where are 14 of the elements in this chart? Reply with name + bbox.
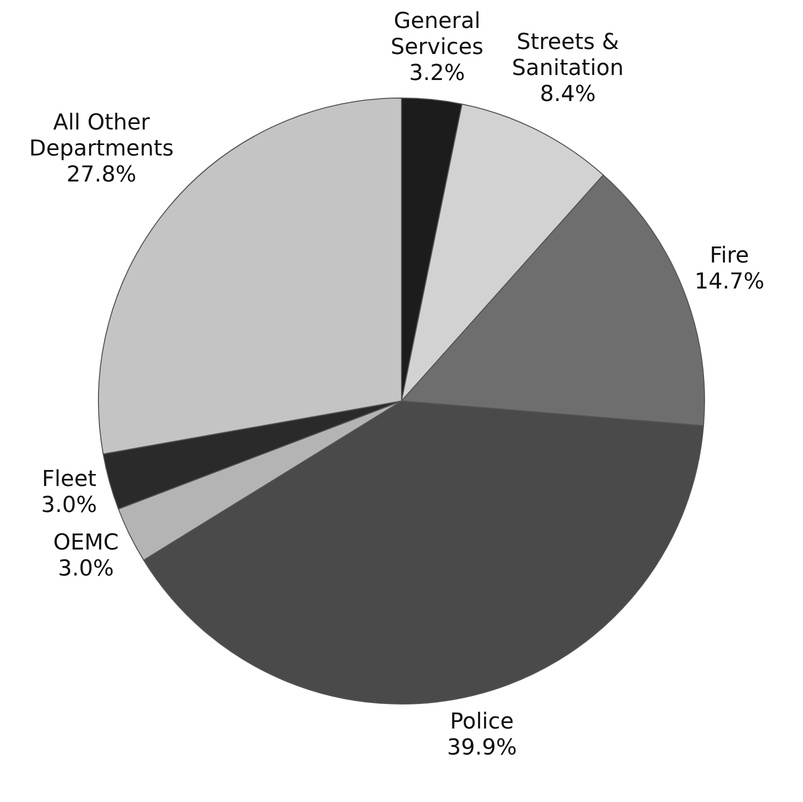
data-label: 3.2%	[409, 61, 466, 86]
slice-label: Streets & Sanitation	[512, 30, 624, 82]
slice-label: All Other Departments	[29, 110, 174, 162]
slice-label: OEMC	[53, 530, 119, 556]
slice-label: Police	[450, 710, 514, 735]
slice-label: General Services	[390, 9, 484, 60]
data-label: 3.0%	[41, 492, 98, 518]
slice-label: Fire	[710, 244, 750, 269]
data-label: 14.7%	[694, 270, 764, 295]
data-label: 27.8%	[66, 162, 136, 188]
data-label: 8.4%	[540, 82, 596, 108]
data-label: 39.9%	[446, 736, 517, 761]
data-label: 3.0%	[58, 556, 114, 582]
slice-label: Fleet	[42, 466, 97, 492]
